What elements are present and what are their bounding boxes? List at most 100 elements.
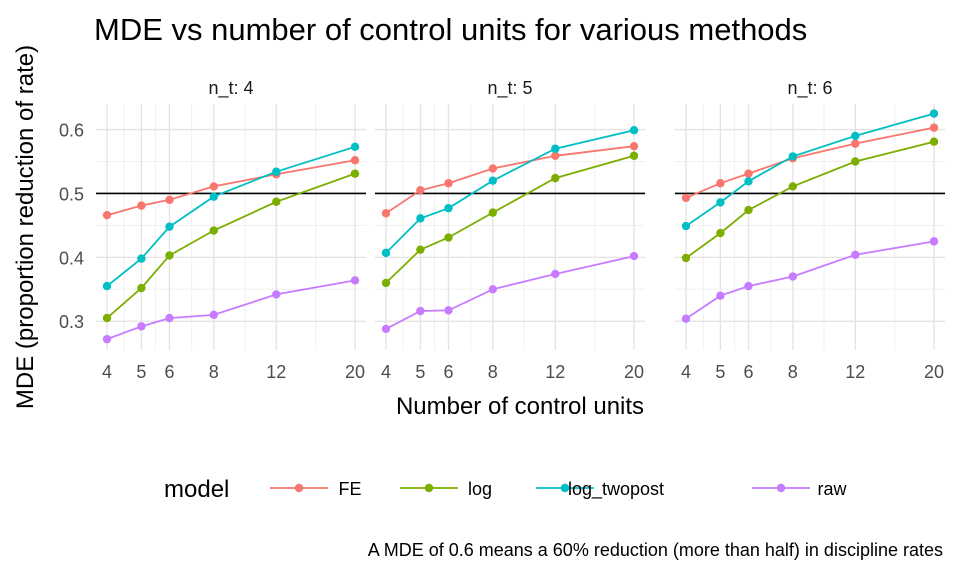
x-tick-label: 5 [715,362,725,382]
data-point [629,125,639,135]
data-point [272,290,281,299]
data-point [744,281,753,291]
data-point [488,208,498,217]
data-point [350,276,360,285]
legend-entry-FE: FE [270,479,362,499]
data-point [137,201,146,210]
legend-label: raw [817,479,847,499]
data-point [102,334,112,344]
legend-label: log_twopost [568,479,664,500]
data-point [744,205,753,215]
legend-title: model [164,476,229,503]
series-line [385,154,635,284]
data-point [350,169,360,178]
legend-key-point [776,483,786,493]
data-point [416,306,425,316]
legend-entry-raw: raw [752,479,847,499]
data-point [381,248,391,258]
series-line [385,129,635,254]
series-log [681,137,939,263]
data-point [444,306,453,315]
y-tick-label: 0.5 [59,184,84,204]
legend-key-point [294,483,304,493]
data-point [488,164,498,173]
data-point [444,233,453,242]
legend-label: log [468,479,492,499]
series-line [385,255,635,330]
data-point [551,144,560,153]
legend-label: FE [338,479,361,499]
facet-label: n_t: 5 [487,78,532,99]
data-point [381,209,391,218]
x-tick-label: 6 [743,362,753,382]
data-point [137,322,146,331]
data-point [416,186,425,195]
data-point [851,250,860,259]
data-point [209,192,219,201]
series-log [381,151,639,288]
y-axis-label: MDE (proportion reduction of rate) [12,45,39,409]
series-line [685,140,935,259]
x-tick-label: 5 [415,362,425,382]
x-tick-label: 6 [443,362,453,382]
x-tick-label: 4 [681,362,691,382]
data-point [716,291,725,300]
x-tick-label: 12 [266,362,286,382]
data-point [102,281,112,291]
data-point [137,283,146,293]
x-tick-label: 5 [136,362,146,382]
panels: n_t: 44 5 6 8 12 200.30.40.50.6n_t: 54 5 6 8 12 20… [59,78,945,382]
data-point [851,131,860,141]
facet-label: n_t: 4 [208,78,253,99]
series-raw [102,276,360,344]
legend: model FE log log_twopost raw [164,476,847,503]
series-FE [381,141,639,218]
data-point [744,177,753,186]
data-point [381,324,391,334]
data-point [681,193,691,203]
data-point [209,310,219,320]
data-point [929,137,939,146]
data-point [102,313,112,323]
data-point [551,151,560,160]
series-line [385,145,635,215]
data-point [629,151,639,160]
x-tick-label: 8 [488,362,498,382]
series-log_twopost [381,125,639,258]
data-point [272,167,281,176]
series-line [106,159,356,217]
legend-entry-log: log [400,479,492,499]
series-raw [681,237,939,323]
x-tick-label: 8 [209,362,219,382]
data-point [929,109,939,118]
data-point [488,176,498,185]
series-line [685,112,935,227]
legend-key-point [560,483,570,493]
legend-entry-log_twopost: log_twopost [536,479,664,500]
data-point [209,182,219,191]
data-point [851,157,860,166]
caption: A MDE of 0.6 means a 60% reduction (more… [368,540,943,560]
x-tick-label: 20 [924,362,944,382]
data-point [929,237,939,246]
data-point [551,173,560,183]
series-FE [681,123,939,203]
series-line [685,126,935,199]
series-log [102,169,360,323]
data-point [681,253,691,263]
data-point [137,254,146,263]
data-point [209,226,219,235]
series-line [106,145,356,287]
x-tick-label: 6 [164,362,174,382]
x-tick-label: 20 [624,362,644,382]
panel-1: n_t: 4 4 5 6 8 12 20 0.3 0.4 0.5 0.6 [59,78,366,382]
data-point [165,313,174,323]
data-point [716,228,725,238]
x-tick-label: 4 [381,362,391,382]
chart-title: MDE vs number of control units for vario… [94,12,807,47]
data-point [102,210,112,220]
series-line [106,172,356,319]
data-point [350,156,360,165]
data-point [488,285,498,294]
